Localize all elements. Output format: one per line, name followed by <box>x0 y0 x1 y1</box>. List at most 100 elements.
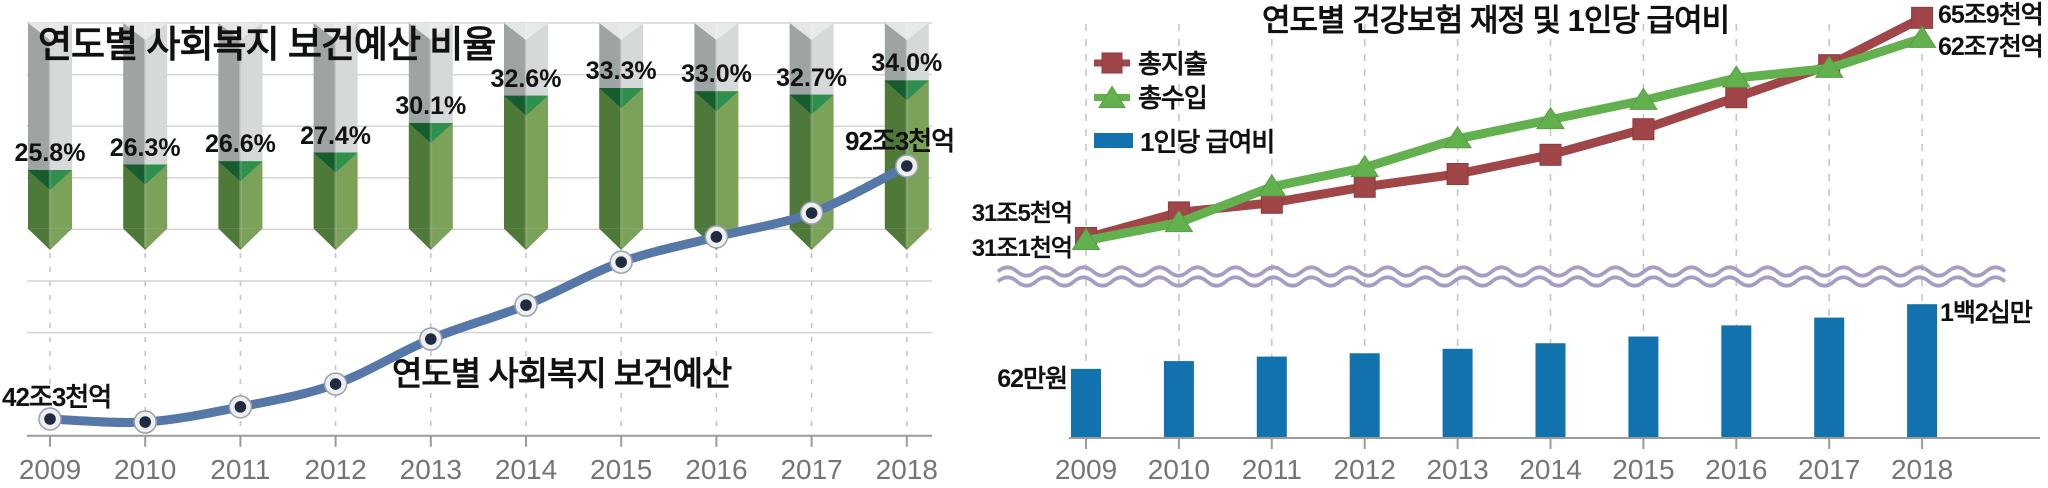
ratio-percent-label: 26.6% <box>204 130 276 159</box>
left-axis-year-label: 2013 <box>399 454 462 485</box>
left-axis-year-label: 2009 <box>18 454 82 485</box>
right-axis-year-label: 2010 <box>1147 454 1211 485</box>
expenditure-marker-square <box>1725 86 1748 109</box>
총수입-line <box>1081 33 1927 246</box>
revenue-end-label: 62조7천억 <box>1938 33 2044 61</box>
pencil-top-notch <box>218 23 263 40</box>
ratio-pencil-bar <box>884 23 929 250</box>
left-axis-year-label: 2011 <box>210 454 271 485</box>
right-chart <box>996 6 2040 449</box>
budget-line-marker <box>133 410 157 434</box>
ratio-percent-label: 25.8% <box>14 139 86 167</box>
pencil-green-notch <box>599 88 644 109</box>
pencil-top-notch <box>884 23 929 40</box>
benefit-bar <box>1349 353 1380 438</box>
pencil-green-notch <box>884 80 929 101</box>
pencil-top-notch <box>694 23 739 40</box>
revenue-marker-triangle <box>1071 227 1101 251</box>
pencil-top-notch <box>313 23 358 40</box>
legend-label-expenditure: 총지출 <box>1138 49 1208 79</box>
ratio-percent-label: 26.3% <box>109 133 181 162</box>
pencil-green-notch <box>408 123 453 144</box>
ratio-pencil-bar <box>218 23 263 250</box>
left-axis-year-label: 2012 <box>304 454 367 485</box>
benefit-bar <box>1907 304 1938 438</box>
benefit-bar <box>1163 361 1194 438</box>
expenditure-start-label: 31조5천억 <box>971 200 1073 227</box>
pencil-top-notch <box>408 23 453 40</box>
revenue-marker-triangle <box>1721 65 1751 88</box>
pencil-green-notch <box>28 170 72 190</box>
budget-line <box>45 161 912 428</box>
legend-revenue-triangle-icon <box>1098 85 1126 108</box>
pencil-tip <box>313 228 358 250</box>
left-chart <box>27 22 932 447</box>
ratio-percent-label: 33.3% <box>585 57 657 86</box>
right-axis-year-label: 2009 <box>1054 454 1118 485</box>
revenue-marker-triangle <box>1628 87 1658 110</box>
benefit-last-bar-label: 1백2십만 <box>1940 299 2033 327</box>
right-axis-year-label: 2012 <box>1333 454 1396 485</box>
revenue-marker-triangle <box>1350 154 1380 178</box>
right-axis-year-label: 2014 <box>1519 454 1582 485</box>
left-axis-year-label: 2017 <box>780 454 843 485</box>
left-axis-year-label: 2016 <box>685 454 748 485</box>
ratio-pencil-bar <box>408 23 453 250</box>
benefit-bar <box>1442 348 1473 438</box>
pencil-top-notch <box>599 23 644 40</box>
revenue-marker-triangle <box>1907 25 1937 48</box>
legend-label-revenue: 총수입 <box>1138 83 1208 113</box>
legend <box>1094 52 1133 148</box>
wave-break-line <box>996 265 2007 278</box>
revenue-marker-triangle <box>1257 173 1287 197</box>
right-axis-year-label: 2017 <box>1798 454 1861 485</box>
pencil-top-notch <box>504 23 548 40</box>
wave-break-line <box>996 275 2007 288</box>
budget-line-marker <box>799 201 824 225</box>
ratio-percent-label: 32.6% <box>490 64 562 93</box>
benefit-bar <box>1628 336 1659 438</box>
left-axis-year-label: 2018 <box>875 454 938 485</box>
ratio-pencil-bar <box>599 23 644 250</box>
ratio-percent-label: 30.1% <box>395 92 467 120</box>
legend-expenditure-square-icon <box>1101 52 1123 74</box>
pencil-top-notch <box>789 23 834 40</box>
legend-benefit-swatch-icon <box>1094 133 1133 148</box>
pencil-tip <box>789 228 834 250</box>
pencil-tip <box>28 228 72 250</box>
legend-label-benefit: 1인당 급여비 <box>1140 127 1275 157</box>
revenue-marker-triangle <box>1443 125 1473 149</box>
pencil-green-notch <box>504 95 548 116</box>
ratio-pencil-bar <box>313 23 358 250</box>
left-axis-year-label: 2014 <box>494 454 558 485</box>
pencil-green-notch <box>123 164 168 185</box>
expenditure-end-label: 65조9천억 <box>1938 1 2044 29</box>
budget-line-marker <box>514 293 538 317</box>
ratio-percent-label: 27.4% <box>300 121 372 150</box>
ratio-pencil-bar <box>694 23 739 250</box>
pencil-tip <box>218 228 263 250</box>
expenditure-marker-square <box>1353 175 1376 198</box>
right-axis-year-label: 2016 <box>1705 454 1768 485</box>
ratio-percent-label: 34.0% <box>871 49 943 78</box>
pencil-tip <box>504 228 548 250</box>
pencil-tip <box>123 228 168 250</box>
budget-line-marker <box>38 407 62 431</box>
left-axis-year-label: 2010 <box>114 454 177 485</box>
right-axis-year-label: 2011 <box>1241 454 1302 485</box>
budget-line-title: 연도별 사회복지 보건예산 <box>392 355 732 392</box>
pencil-tip <box>599 228 644 250</box>
budget-line-marker <box>323 372 348 396</box>
ratio-pencil-bar <box>28 23 72 250</box>
budget-line-marker <box>704 225 729 249</box>
pencil-top-notch <box>28 23 72 40</box>
revenue-marker-triangle <box>1814 55 1844 78</box>
pencil-green-notch <box>313 152 358 173</box>
pencil-green-notch <box>789 94 834 115</box>
budget-line-marker <box>609 250 633 274</box>
left-chart-title: 연도별 사회복지 보건예산 비율 <box>38 24 496 65</box>
pencil-tip <box>884 228 929 250</box>
pencil-tip <box>408 228 453 250</box>
